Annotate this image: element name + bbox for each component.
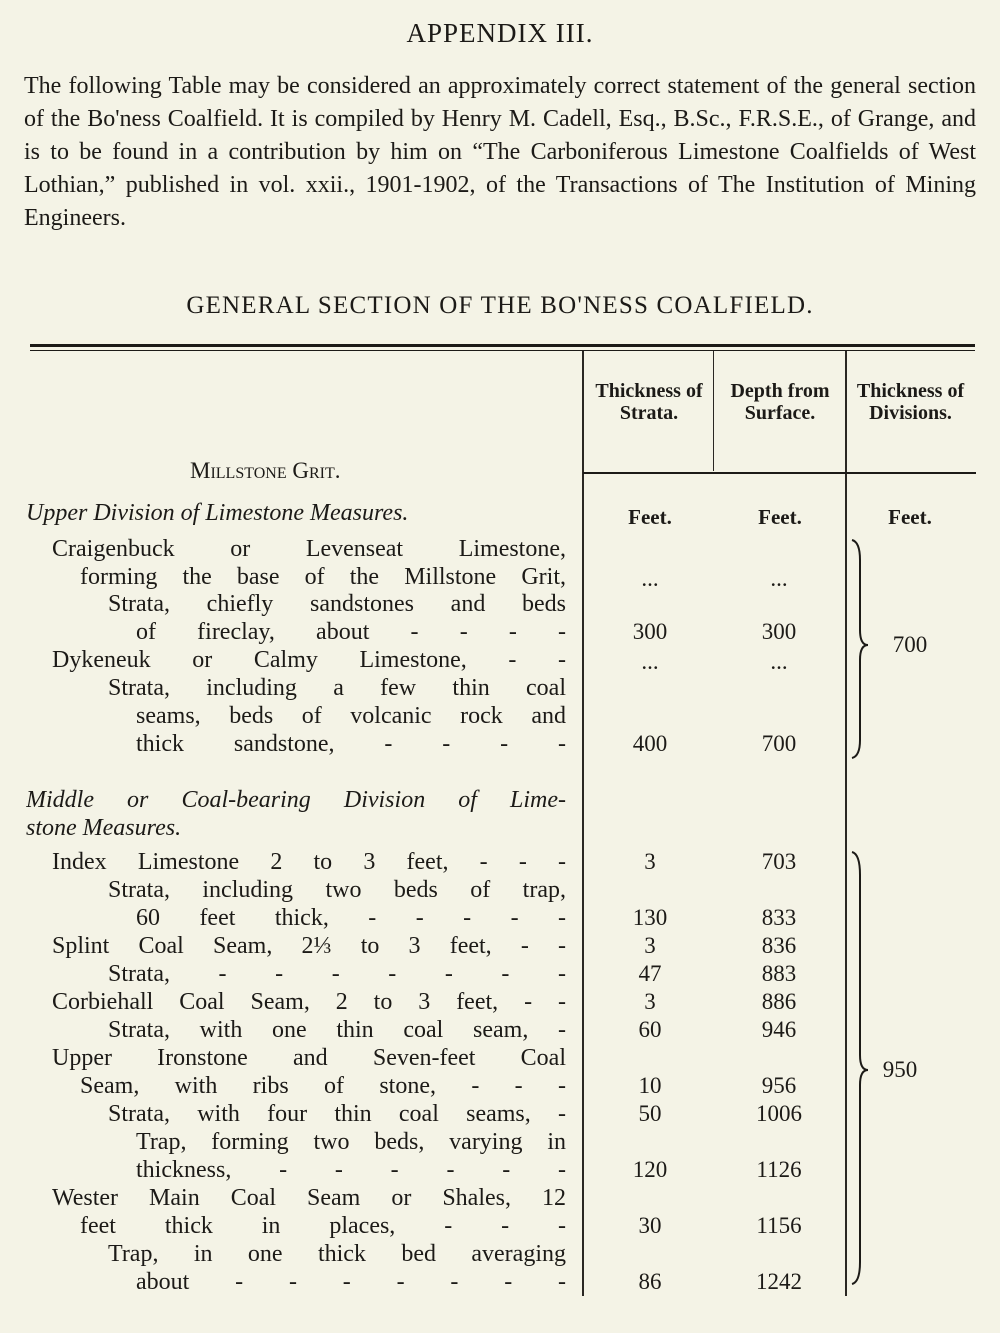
table-top-rule — [30, 344, 975, 347]
row-strata: 86 — [638, 1269, 662, 1294]
row-strata: 50 — [638, 1101, 662, 1126]
row-description: Strata, including a few thin coal — [108, 675, 566, 701]
division-upper-total: 700 — [892, 632, 928, 657]
row-depth: 883 — [761, 961, 797, 986]
row-description: Strata, chiefly sandstones and beds — [108, 591, 566, 617]
row-description: stone Measures. — [26, 815, 182, 841]
row-depth: 1006 — [756, 1101, 802, 1126]
row-description: Strata, - - - - - - - — [108, 961, 566, 987]
row-strata: 60 — [638, 1017, 662, 1042]
row-description: Strata, including two beds of trap, — [108, 877, 566, 903]
row-depth: 1242 — [756, 1269, 802, 1294]
millstone-grit-heading: Millstone Grit. — [190, 458, 341, 483]
row-strata: 3 — [644, 933, 656, 958]
appendix-title: APPENDIX III. — [406, 18, 594, 48]
row-depth: ... — [770, 566, 788, 591]
row-depth: 1126 — [756, 1157, 802, 1182]
row-description: Splint Coal Seam, 2⅓ to 3 feet, - - — [52, 933, 566, 959]
row-description: Wester Main Coal Seam or Shales, 12 — [52, 1185, 566, 1211]
column-divider — [713, 351, 714, 471]
row-strata: 130 — [632, 905, 668, 930]
table-top-rule-thin — [30, 350, 975, 351]
row-depth: 703 — [761, 849, 797, 874]
column-divider — [845, 351, 847, 1296]
row-depth: 886 — [761, 989, 797, 1014]
row-strata: 10 — [638, 1073, 662, 1098]
row-description: forming the base of the Millstone Grit, — [80, 564, 566, 590]
row-strata: 3 — [644, 849, 656, 874]
header-rule — [583, 472, 976, 474]
row-strata: ... — [641, 649, 659, 674]
unit-depth: Feet. — [758, 505, 802, 529]
row-depth: 833 — [761, 905, 797, 930]
row-depth: 1156 — [756, 1213, 802, 1238]
row-strata: 47 — [638, 961, 662, 986]
row-description: Trap, forming two beds, varying in — [136, 1129, 566, 1155]
row-description: Upper Ironstone and Seven-feet Coal — [52, 1045, 566, 1071]
header-thickness-divisions: Thickness of Divisions. — [856, 380, 965, 424]
unit-strata: Feet. — [628, 505, 672, 529]
row-description: Corbiehall Coal Seam, 2 to 3 feet, - - — [52, 989, 566, 1015]
row-description: seams, beds of volcanic rock and — [136, 703, 566, 729]
row-description: thick sandstone, - - - - — [136, 731, 566, 757]
row-description: Strata, with one thin coal seam, - — [108, 1017, 566, 1043]
column-divider — [582, 351, 584, 1296]
brace-upper-division — [851, 539, 869, 759]
row-strata: 300 — [632, 619, 668, 644]
row-description: 60 feet thick, - - - - - — [136, 905, 566, 931]
row-description: Seam, with ribs of stone, - - - — [80, 1073, 566, 1099]
row-depth: 836 — [761, 933, 797, 958]
row-depth: 946 — [761, 1017, 797, 1042]
row-description: Craigenbuck or Levenseat Limestone, — [52, 536, 566, 562]
upper-division-heading: Upper Division of Limestone Measures. — [26, 500, 409, 526]
row-description: feet thick in places, - - - — [80, 1213, 566, 1239]
brace-middle-division — [851, 851, 869, 1285]
row-description: Strata, with four thin coal seams, - — [108, 1101, 566, 1127]
intro-paragraph: The following Table may be considered an… — [24, 73, 976, 231]
row-description: Dykeneuk or Calmy Limestone, - - — [52, 647, 566, 673]
unit-divisions: Feet. — [888, 505, 932, 529]
row-description: of fireclay, about - - - - — [136, 619, 566, 645]
row-depth: 956 — [761, 1073, 797, 1098]
row-strata: 30 — [638, 1213, 662, 1238]
row-description: thickness, - - - - - - — [136, 1157, 566, 1183]
row-strata: ... — [641, 566, 659, 591]
row-depth: ... — [770, 649, 788, 674]
section-title: GENERAL SECTION OF THE BO'NESS COALFIELD… — [186, 292, 814, 319]
row-depth: 300 — [761, 619, 797, 644]
row-description: Index Limestone 2 to 3 feet, - - - — [52, 849, 566, 875]
row-description: Trap, in one thick bed averaging — [108, 1241, 566, 1267]
row-description: Middle or Coal-bearing Division of Lime- — [26, 787, 566, 813]
row-strata: 3 — [644, 989, 656, 1014]
row-strata: 120 — [632, 1157, 668, 1182]
row-strata: 400 — [632, 731, 668, 756]
row-depth: 700 — [761, 731, 797, 756]
division-middle-total: 950 — [882, 1057, 918, 1082]
header-depth: Depth from Surface. — [730, 380, 830, 424]
header-thickness-strata: Thickness of Strata. — [595, 380, 703, 424]
row-description: about - - - - - - - — [136, 1269, 566, 1295]
